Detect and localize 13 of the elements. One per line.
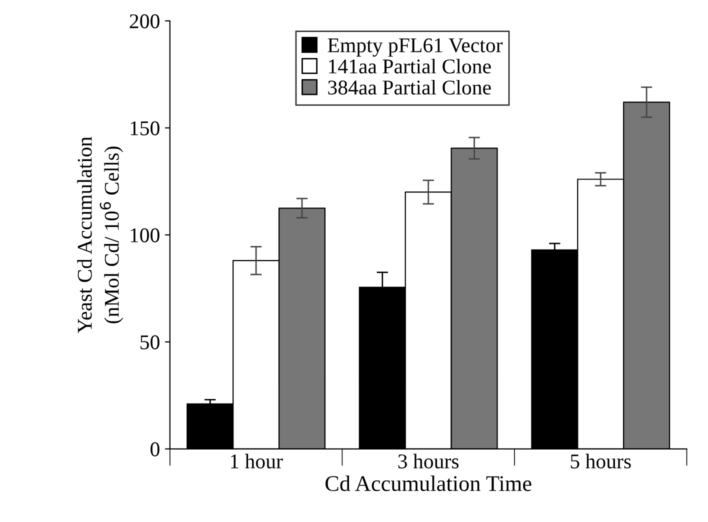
y-axis-title: Yeast Cd Accumulation (nMol Cd/ 10$^{6}$ Cells): [77, 136, 124, 334]
y-tick-label: 50: [140, 335, 160, 350]
y-tick-label: 200: [130, 14, 160, 28]
y-tick-label: 100: [130, 228, 160, 242]
x-tick-label: 3 hours: [398, 454, 459, 468]
legend-label: 141aa Partial Clone: [329, 58, 491, 74]
y-tick-label: 0: [150, 442, 160, 456]
legend-label: 384aa Partial Clone: [328, 80, 491, 95]
y-tick-label: 150: [130, 121, 160, 136]
x-axis-title: Cd Accumulation Time: [326, 475, 532, 492]
x-tick-label: 1 hour: [230, 454, 283, 468]
legend-label: Empty pFL61 Vector: [328, 38, 503, 57]
x-tick-label: 5 hours: [570, 454, 631, 468]
